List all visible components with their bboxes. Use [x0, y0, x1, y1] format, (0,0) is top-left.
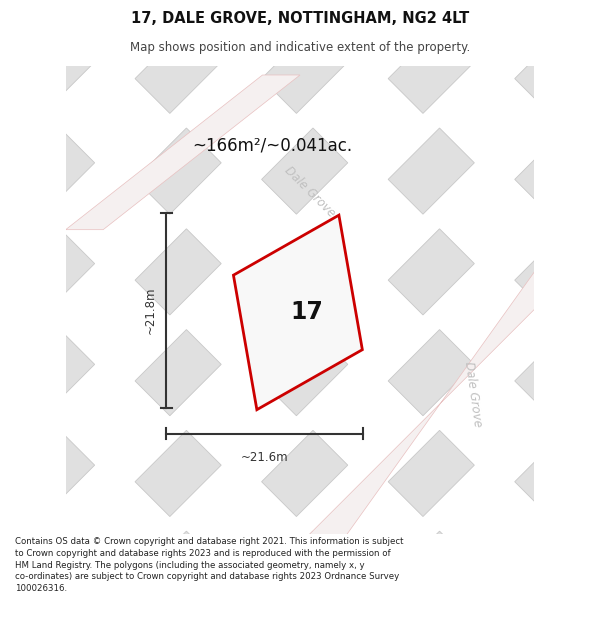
Polygon shape: [515, 531, 600, 618]
Polygon shape: [8, 28, 95, 113]
Polygon shape: [388, 431, 475, 516]
Polygon shape: [515, 329, 600, 416]
Polygon shape: [515, 229, 600, 315]
Polygon shape: [8, 128, 95, 214]
Polygon shape: [135, 329, 221, 416]
Polygon shape: [233, 215, 362, 410]
Polygon shape: [135, 431, 221, 516]
Polygon shape: [8, 229, 95, 315]
Polygon shape: [65, 75, 300, 229]
Polygon shape: [515, 28, 600, 113]
Polygon shape: [515, 0, 600, 12]
Polygon shape: [388, 128, 475, 214]
Text: Dale Grove: Dale Grove: [281, 164, 337, 220]
Polygon shape: [8, 431, 95, 516]
Polygon shape: [135, 0, 221, 12]
Text: ~21.6m: ~21.6m: [241, 451, 289, 464]
Polygon shape: [8, 531, 95, 618]
Polygon shape: [135, 229, 221, 315]
Polygon shape: [262, 329, 348, 416]
Polygon shape: [262, 531, 348, 618]
Polygon shape: [135, 28, 221, 113]
Polygon shape: [8, 0, 95, 12]
Text: Contains OS data © Crown copyright and database right 2021. This information is : Contains OS data © Crown copyright and d…: [15, 537, 404, 593]
Text: 17: 17: [291, 301, 324, 324]
Polygon shape: [135, 128, 221, 214]
Polygon shape: [388, 329, 475, 416]
Polygon shape: [388, 0, 475, 12]
Polygon shape: [515, 431, 600, 516]
Text: ~21.8m: ~21.8m: [143, 287, 157, 334]
Polygon shape: [388, 28, 475, 113]
Text: Map shows position and indicative extent of the property.: Map shows position and indicative extent…: [130, 41, 470, 54]
Polygon shape: [388, 229, 475, 315]
Polygon shape: [262, 128, 348, 214]
Polygon shape: [310, 272, 535, 534]
Polygon shape: [135, 531, 221, 618]
Polygon shape: [515, 128, 600, 214]
Text: Dale Grove: Dale Grove: [463, 360, 484, 428]
Polygon shape: [262, 28, 348, 113]
Polygon shape: [262, 0, 348, 12]
Polygon shape: [8, 329, 95, 416]
Polygon shape: [262, 431, 348, 516]
Polygon shape: [388, 531, 475, 618]
Text: ~166m²/~0.041ac.: ~166m²/~0.041ac.: [192, 136, 352, 154]
Text: 17, DALE GROVE, NOTTINGHAM, NG2 4LT: 17, DALE GROVE, NOTTINGHAM, NG2 4LT: [131, 11, 469, 26]
Polygon shape: [262, 229, 348, 315]
